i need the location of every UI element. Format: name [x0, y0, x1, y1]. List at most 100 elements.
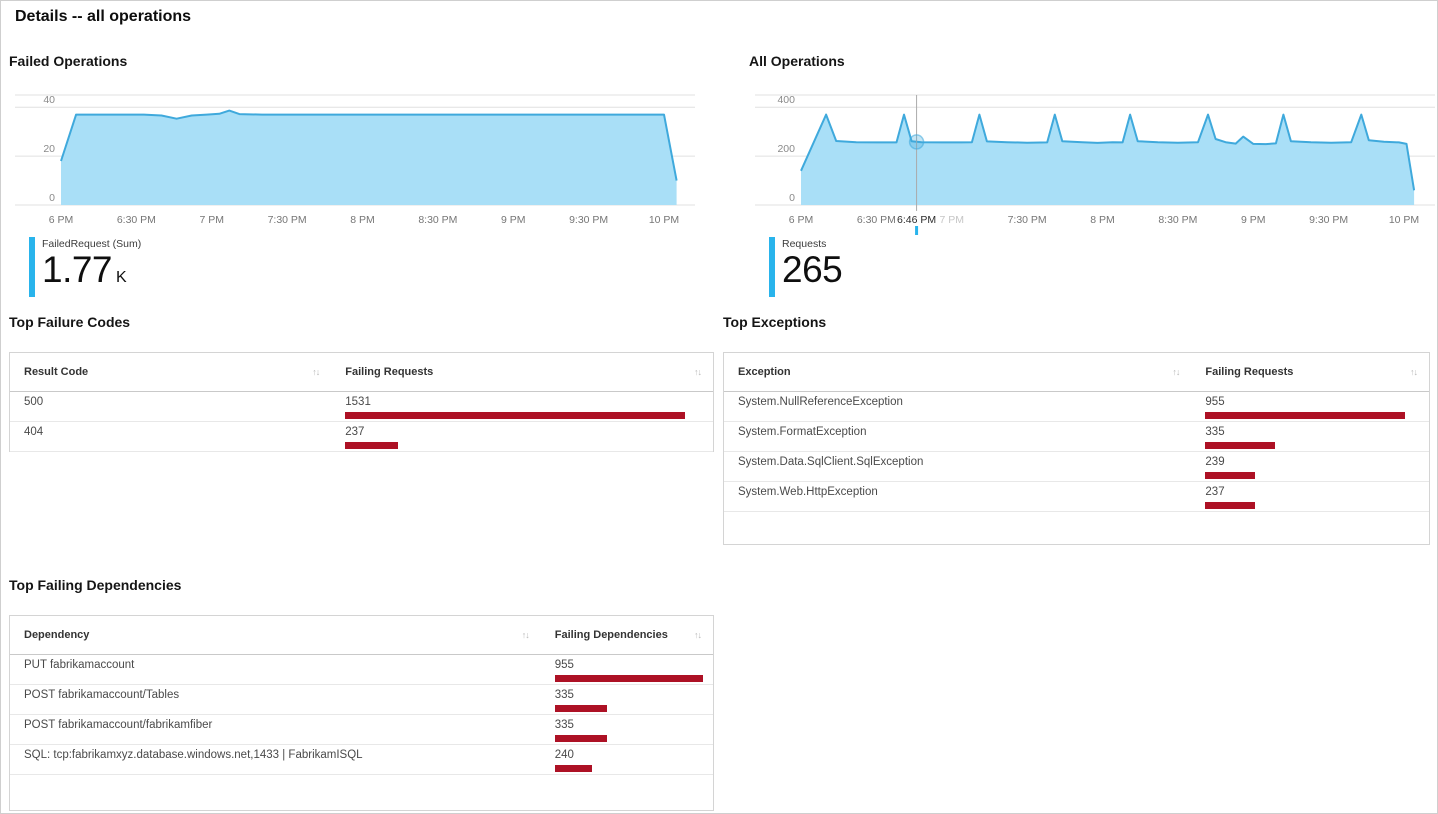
x-axis-label: 8 PM: [1090, 214, 1115, 226]
row-label-cell: System.Web.HttpException: [738, 486, 878, 498]
x-axis-label: 7:30 PM: [1008, 214, 1047, 226]
table-row[interactable]: 404 237: [10, 422, 713, 452]
sort-icon[interactable]: ↑↓: [312, 367, 320, 377]
value-data-bar: [1205, 472, 1256, 479]
row-value-cell: 335: [541, 685, 713, 714]
column-header[interactable]: Dependency ↑↓: [10, 616, 541, 654]
x-axis-label: 9:30 PM: [569, 214, 608, 226]
value-data-bar: [554, 735, 607, 742]
value-text: 240: [554, 749, 574, 761]
row-value-cell: 335: [541, 715, 713, 744]
sort-icon[interactable]: ↑↓: [693, 367, 702, 377]
row-label-cell: POST fabrikamaccount/Tables: [24, 689, 180, 701]
table-row[interactable]: System.FormatException 335: [724, 422, 1429, 452]
kpi-value: 265: [782, 249, 843, 290]
table-row[interactable]: System.NullReferenceException 955: [724, 392, 1429, 422]
value-text: 1531: [345, 396, 371, 408]
row-label-cell: System.Data.SqlClient.SqlException: [738, 456, 924, 468]
value-data-bar: [345, 412, 686, 419]
column-header[interactable]: Failing Dependencies ↑↓: [541, 616, 713, 654]
value-text: 335: [554, 689, 574, 701]
requests-kpi-card[interactable]: Requests 265: [769, 237, 1437, 297]
table-header-row: Result Code ↑↓ Failing Requests ↑↓: [10, 353, 713, 392]
table-row[interactable]: 500 1531: [10, 392, 713, 422]
kpi-unit: K: [116, 269, 127, 286]
x-axis-label: 10 PM: [1389, 214, 1419, 226]
x-axis-label: 6:30 PM: [857, 214, 896, 226]
row-label-cell: 404: [24, 426, 44, 438]
top-exceptions-table: Exception ↑↓ Failing Requests ↑↓ System.Null…: [723, 352, 1430, 545]
y-axis-label: 0: [49, 192, 55, 204]
row-value-cell: 955: [1191, 392, 1429, 421]
y-axis-label: 200: [777, 143, 795, 155]
top-failure-codes-title: Top Failure Codes: [9, 314, 131, 330]
column-header-label: Result Code: [24, 366, 89, 378]
column-header[interactable]: Failing Requests ↑↓: [1191, 353, 1429, 391]
value-data-bar: [1205, 442, 1276, 449]
top-failing-dependencies-title: Top Failing Dependencies: [9, 577, 182, 593]
value-text: 239: [1205, 456, 1225, 468]
all-operations-title: All Operations: [749, 53, 845, 69]
failed-operations-area-chart[interactable]: 0 20 40 6 PM 6:30 PM 7 PM 7:30 PM 8 PM 8:30 PM 9 …: [9, 87, 701, 237]
column-header-label: Failing Requests: [345, 366, 434, 378]
table-row[interactable]: System.Web.HttpException 237: [724, 482, 1429, 512]
x-axis-label: 6 PM: [789, 214, 814, 226]
x-axis-label: 8:30 PM: [418, 214, 457, 226]
row-value-cell: 335: [1191, 422, 1429, 451]
x-axis-label: 9 PM: [1241, 214, 1266, 226]
x-axis-label: 9:30 PM: [1309, 214, 1348, 226]
value-data-bar: [1205, 502, 1256, 509]
x-axis-label: 6 PM: [49, 214, 74, 226]
row-label-cell: 500: [24, 396, 44, 408]
x-axis-label: 6:30 PM: [117, 214, 156, 226]
column-header[interactable]: Exception ↑↓: [724, 353, 1191, 391]
column-header[interactable]: Result Code ↑↓: [10, 353, 331, 391]
x-axis-label: 9 PM: [501, 214, 526, 226]
area-series-line: [800, 113, 1416, 191]
column-header[interactable]: Failing Requests ↑↓: [331, 353, 713, 391]
x-axis-label: 7 PM: [939, 214, 964, 226]
table-row[interactable]: POST fabrikamaccount/Tables 335: [10, 685, 713, 715]
all-operations-area-chart[interactable]: 0 200 400 6 PM 6:30 PM 6:46 PM 7 PM 7:30 PM 8 PM…: [749, 87, 1438, 237]
row-value-cell: 237: [331, 422, 713, 451]
sort-icon[interactable]: ↑↓: [1409, 367, 1418, 377]
table-empty-area: [10, 775, 713, 810]
value-text: 335: [554, 719, 574, 731]
row-value-cell: 237: [1191, 482, 1429, 511]
column-header-label: Exception: [738, 366, 791, 378]
table-row[interactable]: PUT fabrikamaccount 955: [10, 655, 713, 685]
x-axis-label: 7:30 PM: [268, 214, 307, 226]
value-data-bar: [554, 675, 703, 682]
column-header-label: Failing Dependencies: [554, 629, 668, 641]
kpi-accent-bar: [769, 237, 775, 297]
table-row[interactable]: System.Data.SqlClient.SqlException 239: [724, 452, 1429, 482]
table-row[interactable]: SQL: tcp:fabrikamxyz.database.windows.ne…: [10, 745, 713, 775]
value-data-bar: [345, 442, 399, 449]
kpi-value: 1.77 K: [42, 249, 127, 290]
value-text: 955: [1205, 396, 1225, 408]
value-data-bar: [1205, 412, 1406, 419]
table-row[interactable]: POST fabrikamaccount/fabrikamfiber 335: [10, 715, 713, 745]
row-value-cell: 955: [541, 655, 713, 684]
area-series-fill: [801, 114, 1415, 205]
hover-data-point-marker: [908, 134, 925, 150]
row-label-cell: PUT fabrikamaccount: [24, 659, 135, 671]
table-header-row: Dependency ↑↓ Failing Dependencies ↑↓: [10, 616, 713, 655]
sort-icon[interactable]: ↑↓: [521, 630, 530, 640]
top-failure-codes-panel: Top Failure Codes Result Code ↑↓ Failing R…: [9, 314, 714, 452]
value-text: 237: [1205, 486, 1225, 498]
all-operations-panel: All Operations 0 200 400 6 PM 6:30 PM 6:46 PM…: [749, 53, 1438, 297]
sort-icon[interactable]: ↑↓: [693, 630, 702, 640]
column-header-label: Failing Requests: [1205, 366, 1294, 378]
sort-icon[interactable]: ↑↓: [1172, 367, 1180, 377]
x-axis-label: 8 PM: [350, 214, 375, 226]
column-header-label: Dependency: [24, 629, 90, 641]
failed-requests-kpi-card[interactable]: FailedRequest (Sum) 1.77 K: [29, 237, 701, 297]
x-axis-label: 10 PM: [649, 214, 679, 226]
failed-operations-title: Failed Operations: [9, 53, 128, 69]
row-label-cell: System.FormatException: [738, 426, 867, 438]
x-axis-label: 6:46 PM: [897, 214, 936, 226]
value-text: 955: [554, 659, 574, 671]
kpi-label: FailedRequest (Sum): [42, 238, 142, 250]
